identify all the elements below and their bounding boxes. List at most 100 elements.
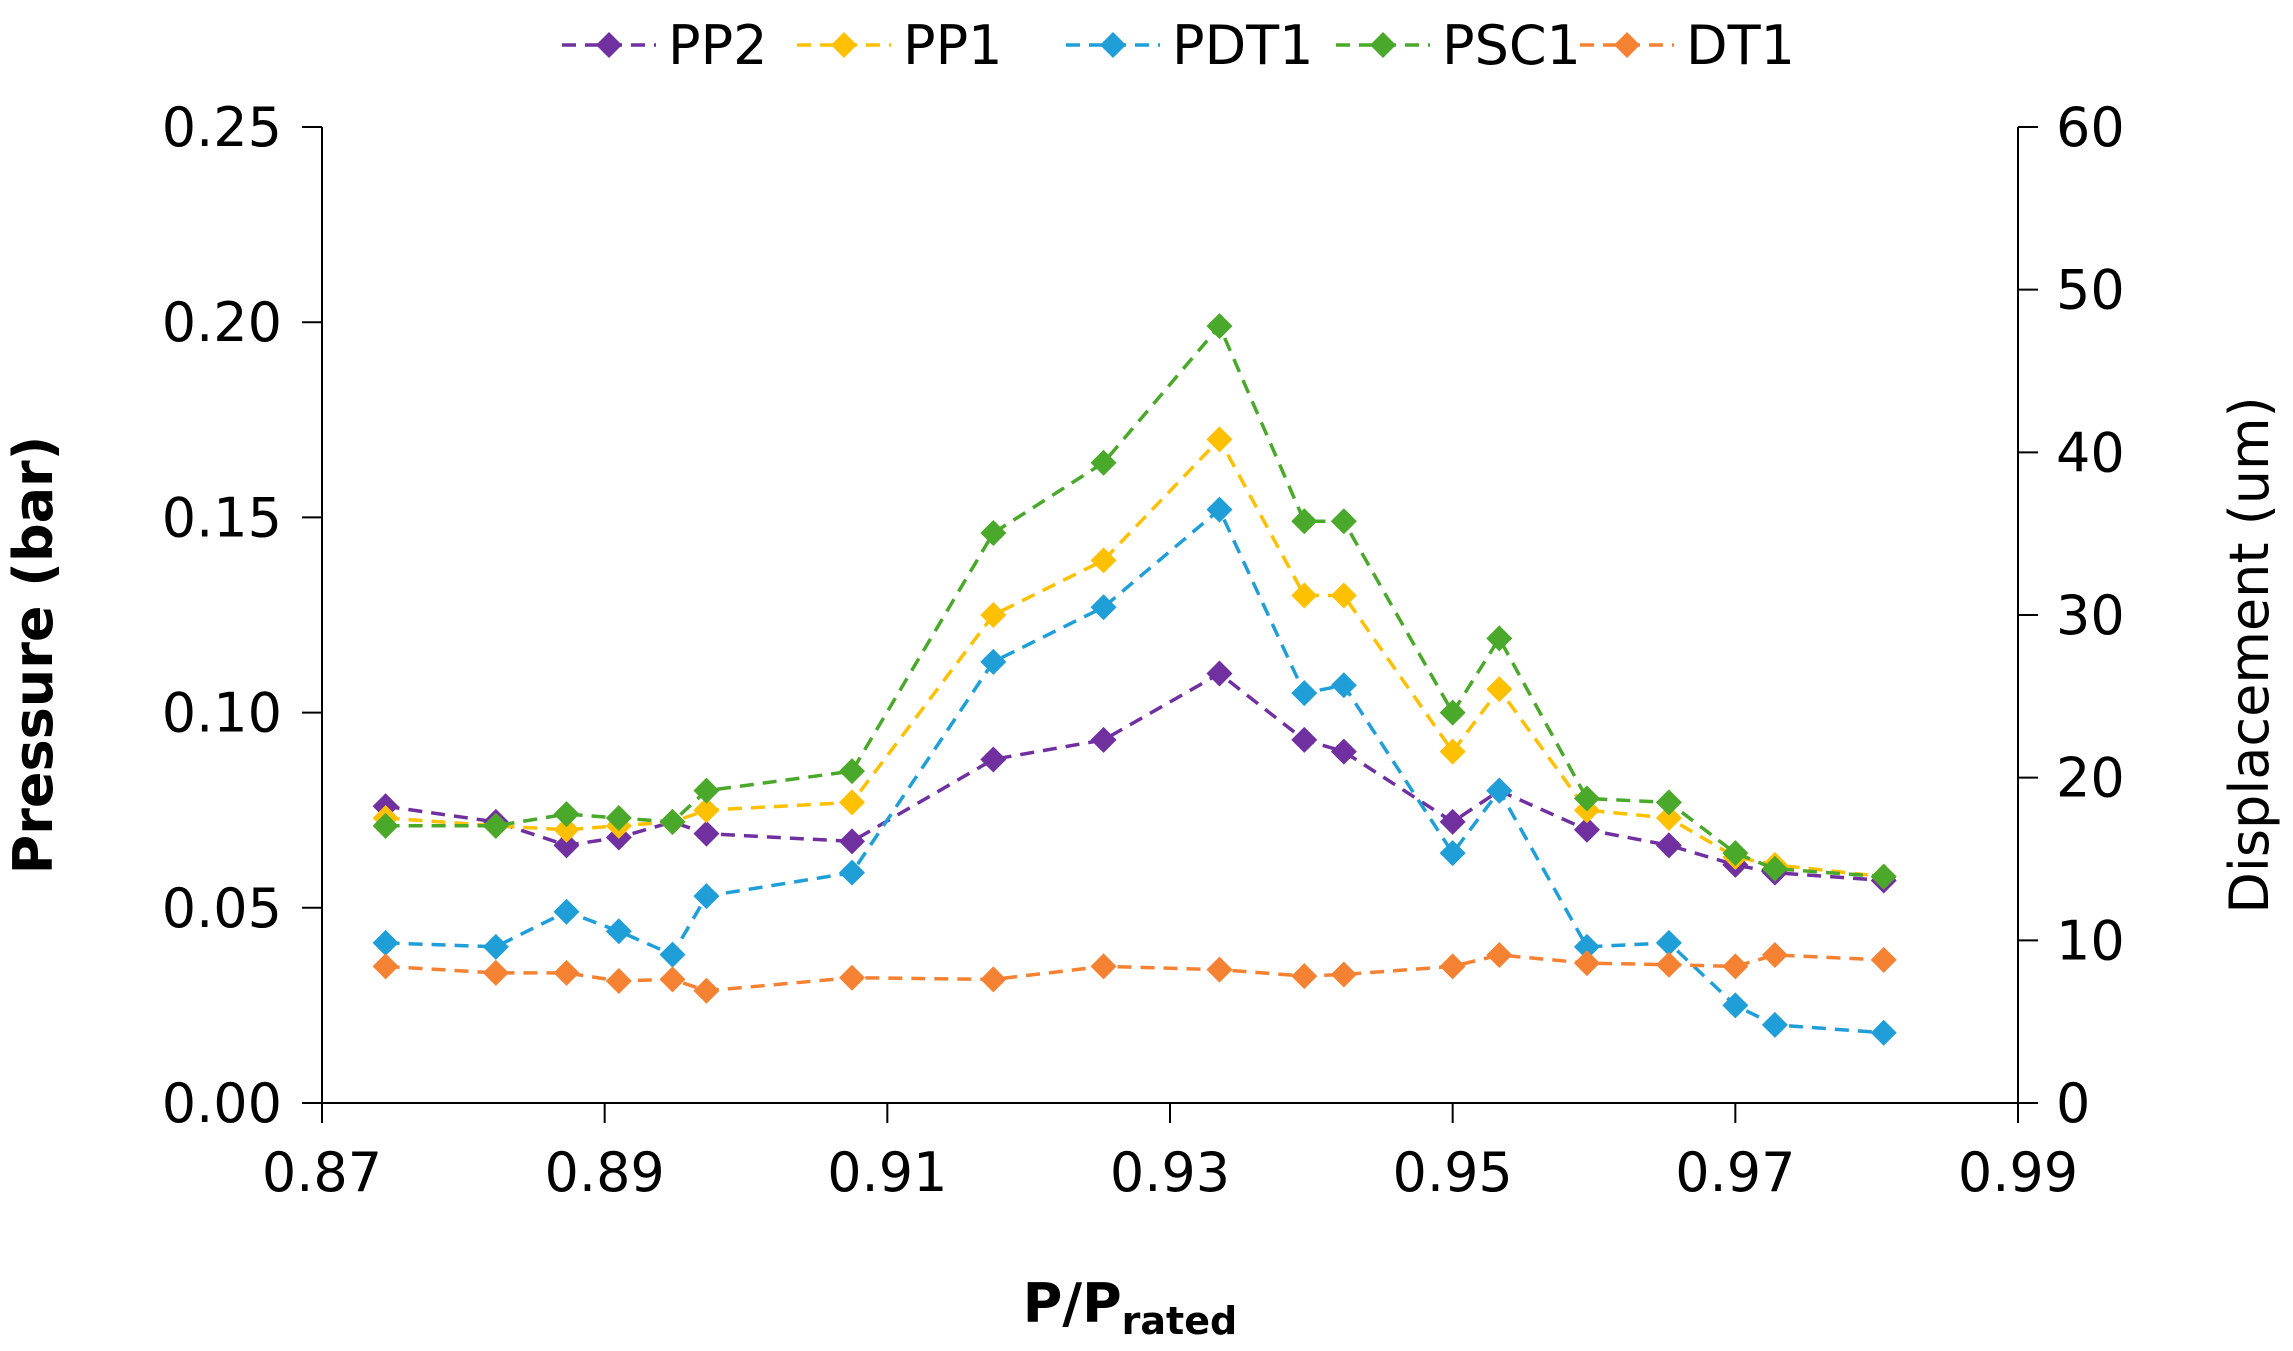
legend-item-pp2: PP2 xyxy=(562,14,767,77)
y-tick-label: 0.20 xyxy=(162,291,282,354)
data-point-pdt1 xyxy=(372,929,399,956)
x-axis-title: P/Prated xyxy=(1023,1272,1237,1343)
data-point-pdt1 xyxy=(482,933,509,960)
x-axis-title-main: P/P xyxy=(1023,1272,1122,1335)
data-point-psc1 xyxy=(1761,855,1788,882)
data-point-psc1 xyxy=(1291,508,1318,535)
legend-item-dt1: DT1 xyxy=(1580,14,1795,77)
tick-marks xyxy=(302,126,2038,1123)
data-point-psc1 xyxy=(1439,699,1466,726)
y2-tick-label: 50 xyxy=(2056,259,2125,322)
legend-marker xyxy=(1370,32,1396,58)
legend-label: PDT1 xyxy=(1172,14,1314,77)
data-point-pdt1 xyxy=(605,918,632,945)
series-layer xyxy=(372,313,1897,1046)
data-point-dt1 xyxy=(659,966,686,993)
data-point-pp1 xyxy=(980,602,1007,628)
data-point-psc1 xyxy=(1090,449,1117,476)
y-tick-label: 0.15 xyxy=(162,486,282,549)
data-point-pp2 xyxy=(1206,660,1233,687)
x-axis-title-subscript: rated xyxy=(1122,1299,1238,1343)
y-tick-label: 0.05 xyxy=(162,877,282,940)
data-point-dt1 xyxy=(1330,961,1357,988)
data-point-dt1 xyxy=(1573,950,1600,977)
data-point-psc1 xyxy=(372,812,399,839)
data-point-psc1 xyxy=(1655,789,1682,816)
x-tick-label: 0.93 xyxy=(1110,1141,1230,1204)
y-tick-label: 0.25 xyxy=(162,96,282,159)
series-line-pdt1 xyxy=(385,506,1884,1035)
data-point-pdt1 xyxy=(659,941,686,968)
legend-marker xyxy=(1100,32,1126,58)
data-point-psc1 xyxy=(605,805,632,832)
legend-item-pp1: PP1 xyxy=(797,14,1002,77)
data-point-psc1 xyxy=(553,801,580,828)
x-tick-label: 0.87 xyxy=(262,1141,382,1204)
series-pdt1 xyxy=(372,496,1897,1046)
legend-item-psc1: PSC1 xyxy=(1336,14,1581,77)
legend-marker xyxy=(1614,32,1640,58)
data-point-dt1 xyxy=(482,959,509,986)
y-axis-title: Pressure (bar) xyxy=(2,436,65,875)
data-point-dt1 xyxy=(1206,956,1233,983)
legend-label: PSC1 xyxy=(1442,14,1581,77)
tick-labels: 0.87 0.89 0.91 0.93 0.95 0.97 0.99 0.00 0.05 0.10… xyxy=(162,96,2125,1204)
data-point-pp1 xyxy=(1439,738,1466,765)
y-tick-label: 0.00 xyxy=(162,1072,282,1135)
data-point-dt1 xyxy=(1090,953,1117,980)
data-point-dt1 xyxy=(372,953,399,980)
data-point-pdt1 xyxy=(1722,992,1749,1019)
data-point-pp1 xyxy=(553,816,580,843)
data-point-dt1 xyxy=(980,966,1007,993)
data-point-pdt1 xyxy=(1330,672,1357,699)
x-tick-label: 0.99 xyxy=(1958,1141,2078,1204)
data-point-pp1 xyxy=(1090,547,1117,574)
data-point-pdt1 xyxy=(1486,777,1513,804)
data-point-pp1 xyxy=(1330,582,1357,609)
data-point-psc1 xyxy=(1206,313,1233,340)
data-point-pp2 xyxy=(1291,726,1318,753)
data-point-dt1 xyxy=(1655,951,1682,978)
data-point-pdt1 xyxy=(1206,496,1233,523)
data-point-pdt1 xyxy=(1761,1011,1788,1038)
legend-item-pdt1: PDT1 xyxy=(1066,14,1314,77)
data-point-pdt1 xyxy=(1090,594,1117,621)
legend-label: PP1 xyxy=(903,14,1002,77)
x-tick-label: 0.97 xyxy=(1675,1141,1795,1204)
data-point-pdt1 xyxy=(1291,680,1318,707)
data-point-pdt1 xyxy=(1655,929,1682,956)
data-point-dt1 xyxy=(1486,941,1513,968)
data-point-pdt1 xyxy=(553,898,580,925)
data-point-pdt1 xyxy=(1870,1019,1897,1046)
y-tick-label: 0.10 xyxy=(162,682,282,745)
data-point-pdt1 xyxy=(839,859,865,886)
data-point-dt1 xyxy=(605,968,632,994)
data-point-psc1 xyxy=(839,758,865,785)
data-point-pdt1 xyxy=(1573,933,1600,960)
data-point-psc1 xyxy=(1330,508,1357,535)
data-point-dt1 xyxy=(1870,946,1897,973)
x-tick-label: 0.91 xyxy=(827,1141,947,1204)
data-point-pp2 xyxy=(1655,832,1682,859)
y2-tick-label: 40 xyxy=(2056,421,2125,484)
data-point-pp2 xyxy=(1439,808,1466,835)
data-point-pp1 xyxy=(1291,582,1318,609)
data-point-dt1 xyxy=(839,964,865,991)
y2-tick-label: 60 xyxy=(2056,96,2125,159)
data-point-pp2 xyxy=(1330,738,1357,765)
data-point-pp1 xyxy=(693,797,720,824)
data-point-pp2 xyxy=(1090,726,1117,753)
data-point-dt1 xyxy=(693,977,720,1004)
data-point-psc1 xyxy=(482,812,509,839)
data-point-pdt1 xyxy=(693,883,720,910)
series-pp2 xyxy=(372,660,1897,894)
legend: PP2 PP1 PDT1 PSC1 DT1 xyxy=(562,14,1795,77)
legend-marker xyxy=(596,32,622,58)
data-point-psc1 xyxy=(693,777,720,804)
legend-label: DT1 xyxy=(1686,14,1795,77)
data-point-pp1 xyxy=(1655,805,1682,832)
series-line-pp1 xyxy=(385,436,1884,879)
series-dt1 xyxy=(372,941,1897,1004)
data-point-pp1 xyxy=(1206,426,1233,453)
data-point-pp1 xyxy=(1486,676,1513,703)
